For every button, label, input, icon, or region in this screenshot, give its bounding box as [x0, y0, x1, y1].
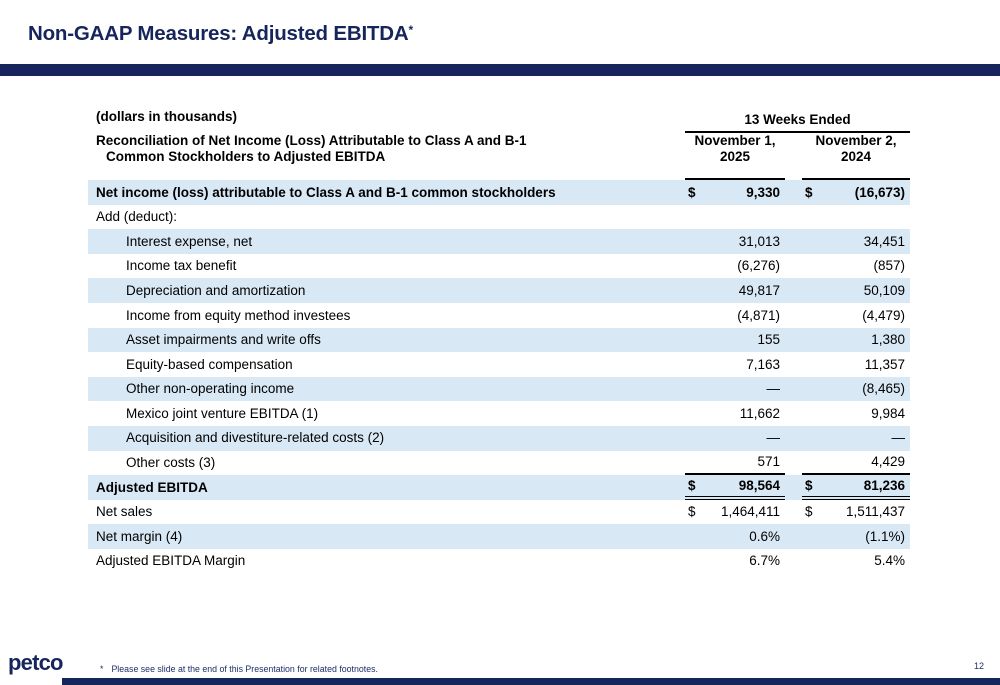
value-2025: —: [766, 430, 781, 446]
table-header-columns-row: Reconciliation of Net Income (Loss) Attr…: [88, 133, 910, 180]
column-header-2024-month: November 2,: [815, 133, 897, 148]
row-label: Income tax benefit: [126, 258, 237, 274]
value-2025: —: [766, 381, 781, 397]
row-label: Add (deduct):: [96, 209, 178, 225]
table-row-adjusted-ebitda-margin: Adjusted EBITDA Margin 6.7% 5.4%: [88, 549, 910, 574]
value-2025: (6,276): [737, 258, 780, 274]
table-row-equity-method-investees: Income from equity method investees (4,8…: [88, 303, 910, 328]
row-label: Net margin (4): [96, 528, 183, 544]
value-2024: 50,109: [863, 282, 905, 298]
value-2024: 4,429: [871, 454, 905, 470]
table-row-income-tax-benefit: Income tax benefit (6,276) (857): [88, 254, 910, 279]
row-label: Net sales: [96, 504, 153, 520]
value-2025: 98,564: [738, 477, 780, 493]
table-row-mexico-joint-venture: Mexico joint venture EBITDA (1) 11,662 9…: [88, 401, 910, 426]
footnote: * Please see slide at the end of this Pre…: [100, 664, 378, 674]
column-header-2024-year: 2024: [840, 148, 872, 164]
footnote-text: Please see slide at the end of this Pres…: [111, 664, 378, 674]
title-divider-bar: [0, 64, 1000, 76]
value-2025: 49,817: [738, 282, 780, 298]
page-title-text: Non-GAAP Measures: Adjusted EBITDA: [28, 22, 409, 45]
dollar-sign: $: [805, 504, 813, 520]
value-2024: 1,380: [871, 332, 905, 348]
row-label: Adjusted EBITDA: [96, 479, 208, 495]
value-2025: 0.6%: [749, 528, 780, 544]
value-2025: 9,330: [746, 184, 780, 200]
column-header-2025-year: 2025: [719, 148, 751, 164]
footnote-asterisk: *: [100, 664, 104, 674]
value-2025: 155: [757, 332, 780, 348]
column-header-2025-month: November 1,: [694, 133, 776, 148]
column-header-2025: November 1, 2025: [685, 133, 785, 180]
period-header: 13 Weeks Ended: [685, 106, 910, 133]
row-label: Other costs (3): [126, 455, 216, 471]
table-row-asset-impairments: Asset impairments and write offs 155 1,3…: [88, 327, 910, 353]
table-header-period-row: (dollars in thousands) 13 Weeks Ended: [88, 106, 910, 133]
value-2025: 11,662: [739, 405, 780, 421]
row-label: Net income (loss) attributable to Class …: [96, 184, 556, 200]
table-row-acquisition-divestiture-costs: Acquisition and divestiture-related cost…: [88, 425, 910, 451]
petco-logo: petco: [8, 650, 63, 675]
value-2024: 1,511,437: [845, 504, 905, 520]
dollar-sign: $: [805, 477, 813, 493]
column-header-2024: November 2, 2024: [802, 133, 910, 180]
value-2024: (857): [873, 258, 905, 274]
row-label: Asset impairments and write offs: [126, 332, 321, 348]
dollar-sign: $: [688, 184, 696, 200]
value-2024: (1.1%): [865, 528, 905, 544]
reconciliation-header: Reconciliation of Net Income (Loss) Attr…: [88, 133, 668, 180]
page-number: 12: [973, 661, 984, 671]
dollar-sign: $: [688, 504, 696, 520]
table-row-other-costs: Other costs (3) 571 4,429: [88, 451, 910, 476]
dollar-sign: $: [688, 477, 696, 493]
row-label: Income from equity method investees: [126, 307, 351, 323]
table-row-net-margin: Net margin (4) 0.6% (1.1%): [88, 524, 910, 549]
value-2024: 81,236: [863, 477, 905, 493]
row-label: Mexico joint venture EBITDA (1): [126, 405, 319, 421]
reconciliation-table: (dollars in thousands) 13 Weeks Ended Re…: [88, 106, 910, 574]
table-row-net-income: Net income (loss) attributable to Class …: [88, 180, 910, 205]
value-2024: (16,673): [854, 184, 905, 200]
row-label: Equity-based compensation: [126, 356, 293, 372]
value-2024: 5.4%: [874, 553, 905, 569]
row-label: Interest expense, net: [126, 233, 253, 249]
page-title: Non-GAAP Measures: Adjusted EBITDA*: [28, 22, 413, 46]
value-2025: 571: [757, 454, 780, 470]
value-2024: 9,984: [871, 405, 905, 421]
value-2025: 7,163: [746, 356, 780, 372]
value-2024: (8,465): [862, 381, 905, 397]
table-row-add-deduct: Add (deduct):: [88, 205, 910, 230]
value-2025: 1,464,411: [720, 504, 780, 520]
value-2025: (4,871): [737, 307, 780, 323]
dollar-sign: $: [805, 184, 813, 200]
row-label: Other non-operating income: [126, 381, 295, 397]
table-row-depreciation-amortization: Depreciation and amortization 49,817 50,…: [88, 278, 910, 303]
row-label: Adjusted EBITDA Margin: [96, 553, 246, 569]
value-2024: (4,479): [862, 307, 905, 323]
title-asterisk: *: [408, 23, 413, 37]
bottom-divider-bar: [62, 678, 1000, 685]
units-label: (dollars in thousands): [96, 109, 238, 124]
table-row-adjusted-ebitda: Adjusted EBITDA $98,564 $81,236: [88, 475, 910, 500]
value-2024: 11,357: [864, 356, 905, 372]
value-2025: 31,013: [738, 233, 780, 249]
reconciliation-header-line1: Reconciliation of Net Income (Loss) Attr…: [96, 133, 527, 148]
table-row-interest-expense: Interest expense, net 31,013 34,451: [88, 229, 910, 254]
table-row-equity-based-compensation: Equity-based compensation 7,163 11,357: [88, 352, 910, 377]
value-2025: 6.7%: [749, 553, 780, 569]
row-label: Acquisition and divestiture-related cost…: [126, 430, 385, 446]
value-2024: 34,451: [863, 233, 905, 249]
row-label: Depreciation and amortization: [126, 282, 306, 298]
value-2024: —: [891, 430, 906, 446]
table-row-net-sales: Net sales $1,464,411 $1,511,437: [88, 500, 910, 525]
reconciliation-header-line2: Common Stockholders to Adjusted EBITDA: [106, 148, 386, 164]
table-row-other-non-operating-income: Other non-operating income — (8,465): [88, 376, 910, 402]
